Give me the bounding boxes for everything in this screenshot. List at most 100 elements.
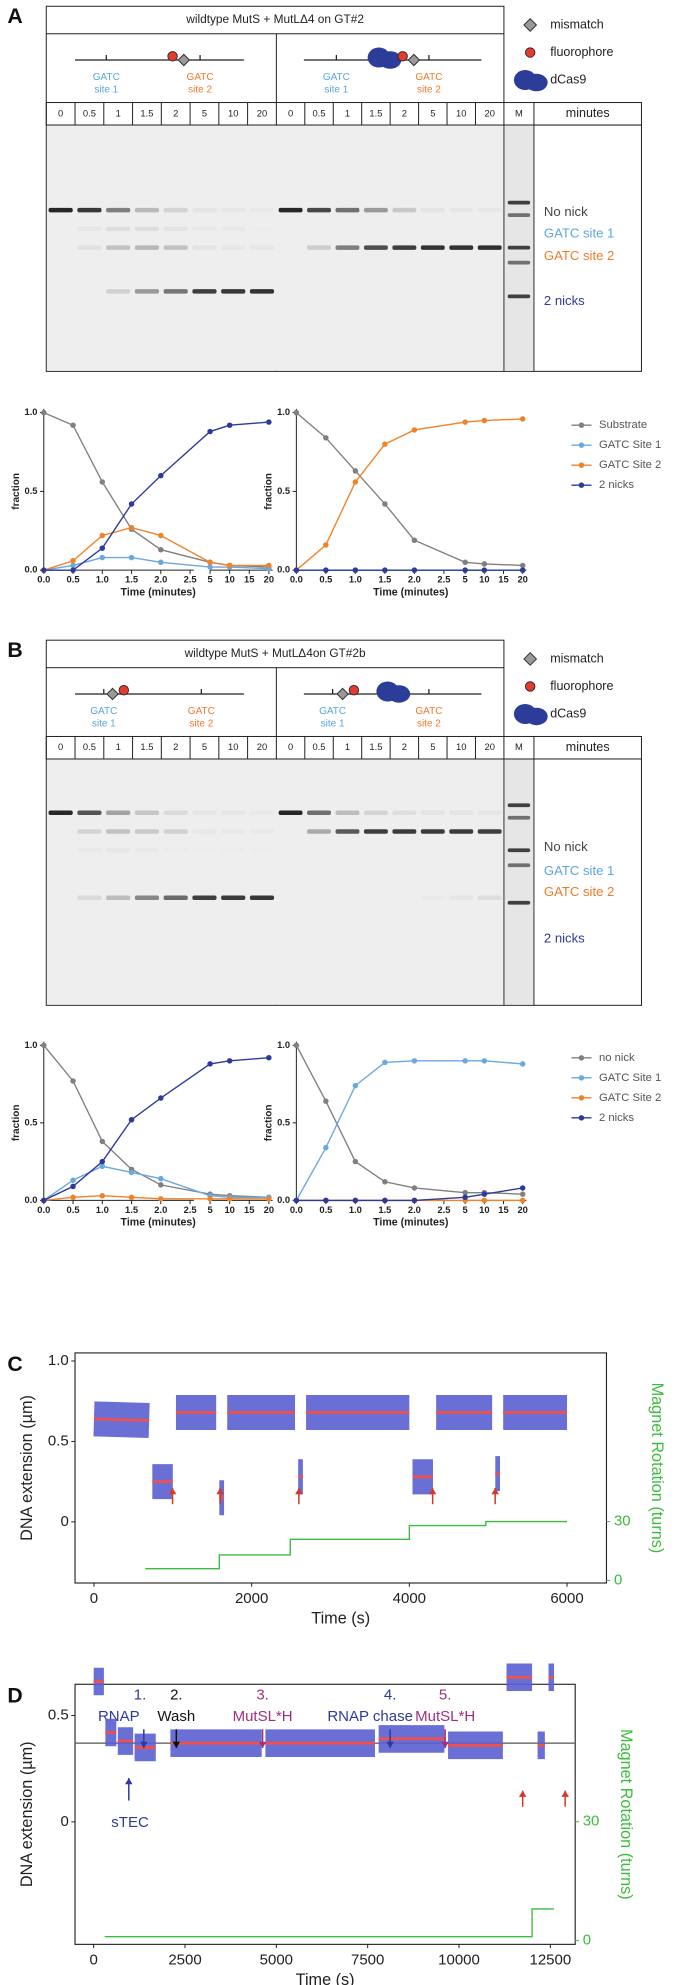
lane-label: 10 bbox=[456, 108, 466, 118]
gel-band bbox=[49, 848, 73, 853]
y2-tick-label: 0 bbox=[614, 1571, 622, 1588]
gel-band bbox=[164, 848, 188, 853]
data-point bbox=[352, 567, 359, 573]
legend-swatch bbox=[578, 422, 585, 428]
site-label: GATC bbox=[188, 706, 215, 717]
data-point bbox=[99, 479, 106, 485]
x-tick-label: 5 bbox=[207, 1205, 212, 1215]
data-point bbox=[70, 1177, 76, 1183]
lane-label: 20 bbox=[484, 742, 494, 752]
mismatch-icon bbox=[407, 53, 421, 67]
gel-band bbox=[478, 848, 502, 853]
series-line bbox=[43, 1195, 269, 1202]
arrow-head bbox=[428, 1487, 437, 1495]
gel-band bbox=[221, 848, 245, 853]
lane-label: 0 bbox=[58, 108, 63, 118]
site-label: site 2 bbox=[417, 719, 441, 730]
data-point bbox=[462, 1194, 468, 1201]
gel-band bbox=[392, 227, 416, 232]
band-label: GATC site 2 bbox=[544, 884, 614, 899]
data-point bbox=[158, 1196, 164, 1202]
gel-band bbox=[392, 289, 416, 294]
site-label: GATC bbox=[187, 72, 214, 83]
band-label: 2 nicks bbox=[544, 293, 585, 308]
arrow-head bbox=[386, 1741, 394, 1749]
gel-band bbox=[221, 895, 246, 901]
site-label: site 1 bbox=[92, 719, 116, 730]
gel-band bbox=[250, 829, 274, 834]
data-point bbox=[99, 554, 106, 561]
gel-image bbox=[504, 759, 534, 1005]
panel-label: A bbox=[7, 4, 22, 28]
x-tick-label: 0 bbox=[90, 1590, 98, 1607]
gel-band bbox=[420, 207, 445, 213]
data-point bbox=[481, 1058, 488, 1064]
gel-band bbox=[392, 848, 416, 853]
x-axis-label: Time (minutes) bbox=[373, 1217, 448, 1229]
dcas9-icon bbox=[378, 51, 402, 69]
marker-band bbox=[507, 900, 531, 905]
data-point bbox=[382, 1059, 388, 1066]
series-line bbox=[43, 1165, 269, 1201]
gel-band bbox=[49, 227, 73, 232]
data-point bbox=[70, 1078, 76, 1084]
gel-band bbox=[307, 289, 331, 294]
gel-band bbox=[163, 895, 188, 901]
gel-band bbox=[77, 829, 102, 834]
data-point bbox=[323, 542, 329, 548]
gel-band bbox=[307, 848, 331, 853]
gel-band bbox=[49, 829, 73, 834]
gel-band bbox=[77, 245, 102, 250]
gel-band bbox=[77, 895, 102, 901]
x-tick-label: 1.5 bbox=[125, 575, 138, 585]
lane-label: 0 bbox=[58, 742, 63, 752]
gel-band bbox=[49, 289, 73, 294]
gel-band bbox=[221, 227, 245, 232]
data-point bbox=[481, 1191, 488, 1197]
data-point bbox=[382, 501, 388, 507]
series-line bbox=[295, 1060, 523, 1201]
gel-band bbox=[106, 810, 131, 816]
series-line bbox=[43, 556, 269, 571]
band-label: GATC site 1 bbox=[544, 863, 614, 878]
data-point bbox=[481, 1197, 488, 1204]
x-tick-label: 0.0 bbox=[37, 575, 50, 585]
gel-band bbox=[363, 207, 388, 213]
data-point bbox=[207, 559, 213, 566]
legend-label: mismatch bbox=[550, 651, 604, 665]
x-tick-label: 20 bbox=[517, 1205, 527, 1215]
data-point bbox=[323, 1197, 329, 1204]
series-line bbox=[93, 1675, 555, 1749]
annotation: 2. bbox=[170, 1687, 183, 1704]
gel-band bbox=[364, 896, 388, 901]
data-point bbox=[352, 1082, 359, 1089]
data-point bbox=[207, 1061, 213, 1067]
data-point bbox=[207, 428, 213, 435]
legend-swatch bbox=[578, 1095, 585, 1101]
data-point bbox=[158, 1182, 164, 1188]
site-label: GATC bbox=[93, 72, 120, 83]
gel-band bbox=[421, 289, 445, 294]
gel-band bbox=[307, 245, 331, 250]
x-tick-label: 7500 bbox=[351, 1952, 384, 1969]
gel-band bbox=[335, 245, 360, 250]
data-point bbox=[411, 1185, 418, 1191]
x-tick-label: 0.5 bbox=[67, 1205, 80, 1215]
arrow-head bbox=[295, 1487, 303, 1495]
y-tick-label: 0.0 bbox=[25, 565, 38, 575]
lane-label: 20 bbox=[257, 108, 267, 118]
legend-label: GATC Site 2 bbox=[599, 459, 661, 471]
data-point bbox=[323, 1144, 329, 1151]
data-point bbox=[70, 1194, 76, 1201]
x-tick-label: 2.5 bbox=[184, 575, 197, 585]
lane-label: 0.5 bbox=[313, 108, 326, 118]
gel-band bbox=[77, 810, 102, 816]
data-point bbox=[519, 1191, 526, 1197]
series-line bbox=[43, 526, 269, 571]
data-point bbox=[462, 567, 468, 573]
legend-label: Substrate bbox=[599, 419, 647, 431]
x-tick-label: 1.5 bbox=[378, 1205, 391, 1215]
x-tick-label: 0.5 bbox=[67, 575, 80, 585]
gel-band bbox=[363, 810, 388, 816]
gel-band bbox=[163, 289, 188, 294]
